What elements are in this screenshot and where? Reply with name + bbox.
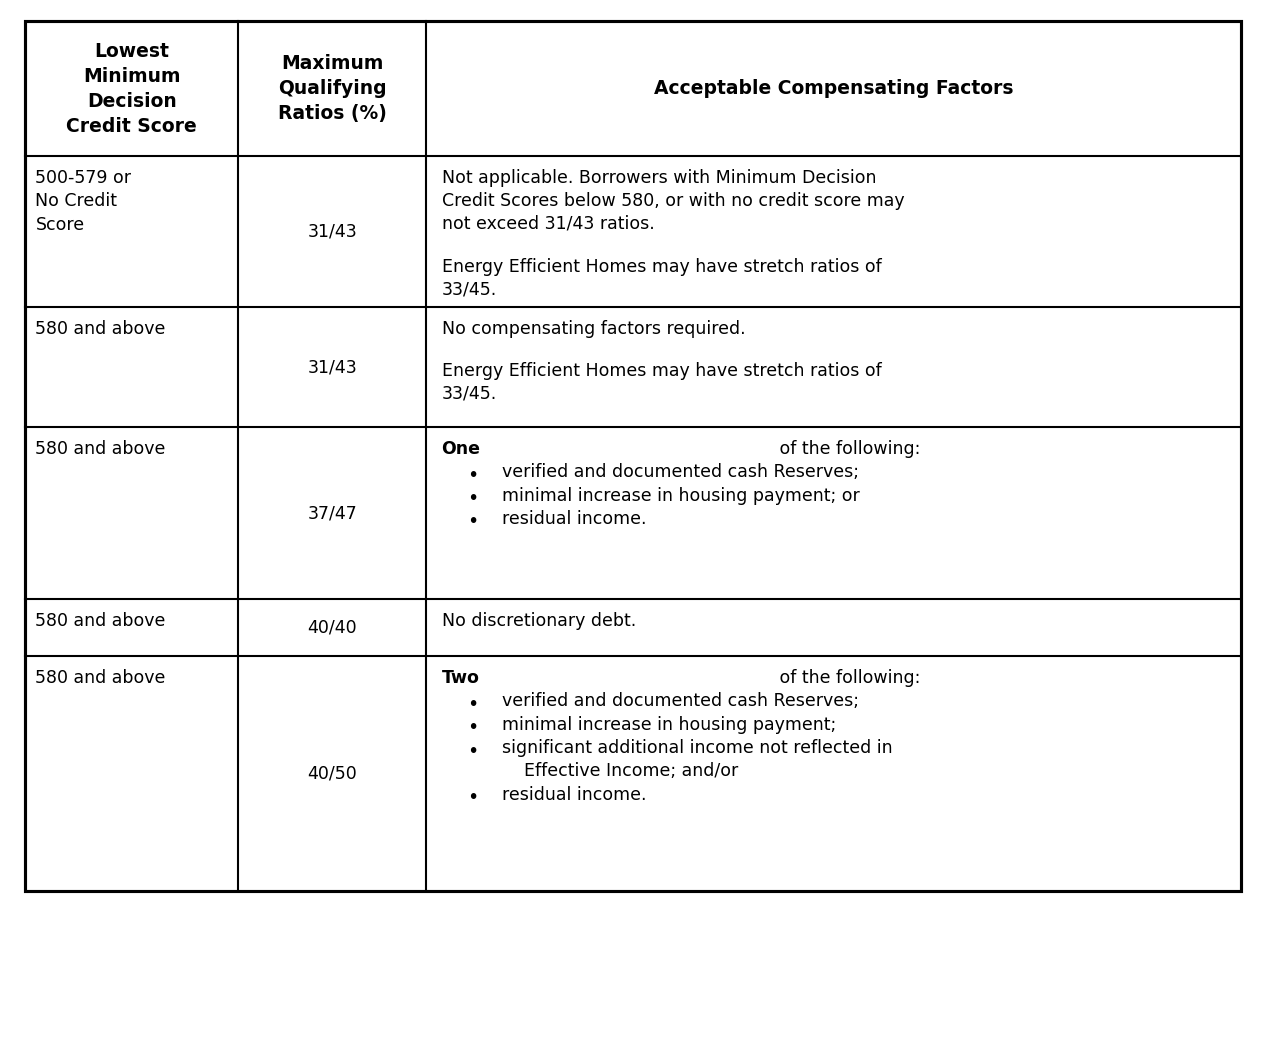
Text: 580 and above: 580 and above [35, 612, 166, 629]
Text: Energy Efficient Homes may have stretch ratios of
33/45.: Energy Efficient Homes may have stretch … [442, 257, 881, 299]
Text: Lowest
Minimum
Decision
Credit Score: Lowest Minimum Decision Credit Score [66, 42, 197, 135]
Text: minimal increase in housing payment; or: minimal increase in housing payment; or [503, 487, 860, 504]
Text: Maximum
Qualifying
Ratios (%): Maximum Qualifying Ratios (%) [277, 54, 386, 123]
Text: •: • [467, 718, 479, 737]
Text: No compensating factors required.: No compensating factors required. [442, 320, 746, 338]
Text: verified and documented cash Reserves;: verified and documented cash Reserves; [503, 692, 860, 711]
Text: 31/43: 31/43 [308, 223, 357, 241]
Text: of the following:: of the following: [774, 440, 920, 457]
Text: significant additional income not reflected in
    Effective Income; and/or: significant additional income not reflec… [503, 739, 893, 780]
Text: 40/50: 40/50 [308, 765, 357, 783]
Text: Two: Two [442, 669, 480, 687]
Text: minimal increase in housing payment;: minimal increase in housing payment; [503, 716, 837, 734]
Text: residual income.: residual income. [503, 510, 647, 528]
Text: 37/47: 37/47 [308, 504, 357, 522]
Text: •: • [467, 742, 479, 761]
Text: residual income.: residual income. [503, 786, 647, 804]
Text: Energy Efficient Homes may have stretch ratios of
33/45.: Energy Efficient Homes may have stretch … [442, 362, 881, 403]
Text: •: • [467, 789, 479, 808]
Bar [25, 21, 1241, 891]
Text: 580 and above: 580 and above [35, 320, 166, 338]
Text: One: One [442, 440, 481, 457]
Text: •: • [467, 489, 479, 507]
Text: 40/40: 40/40 [308, 619, 357, 637]
Text: verified and documented cash Reserves;: verified and documented cash Reserves; [503, 463, 860, 481]
Text: •: • [467, 695, 479, 714]
Text: 580 and above: 580 and above [35, 669, 166, 687]
Text: Acceptable Compensating Factors: Acceptable Compensating Factors [653, 79, 1013, 98]
Text: •: • [467, 466, 479, 485]
Text: 500-579 or
No Credit
Score: 500-579 or No Credit Score [35, 169, 132, 234]
Text: 580 and above: 580 and above [35, 440, 166, 457]
Text: •: • [467, 513, 479, 531]
Text: Not applicable. Borrowers with Minimum Decision
Credit Scores below 580, or with: Not applicable. Borrowers with Minimum D… [442, 169, 904, 232]
Text: 31/43: 31/43 [308, 358, 357, 376]
Text: No discretionary debt.: No discretionary debt. [442, 612, 636, 629]
Text: of the following:: of the following: [774, 669, 920, 687]
